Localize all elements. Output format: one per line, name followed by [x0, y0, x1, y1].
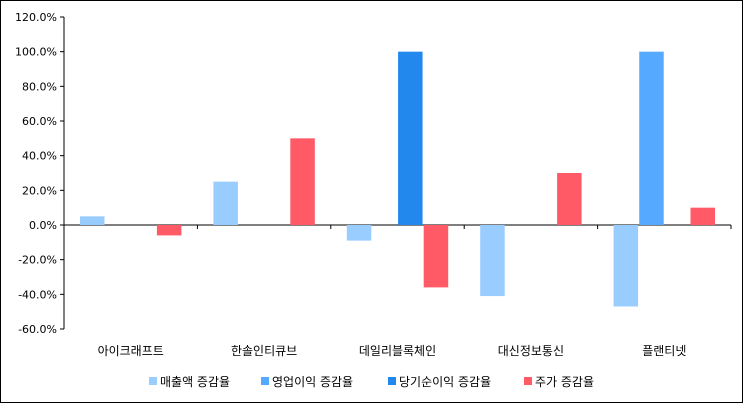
legend-label-0: 매출액 증감율 — [160, 375, 230, 389]
y-tick-label: -20.0% — [18, 254, 57, 267]
legend-swatch-2 — [388, 377, 396, 385]
y-tick-label: 60.0% — [22, 115, 57, 128]
bar-3-0 — [156, 225, 182, 236]
bar-0-0 — [80, 216, 105, 225]
y-tick-label: 20.0% — [22, 184, 57, 197]
x-category-label: 플랜티넷 — [642, 344, 686, 358]
y-tick-label: 40.0% — [22, 150, 57, 163]
y-tick-label: 80.0% — [22, 80, 57, 93]
y-tick-label: 0.0% — [29, 219, 57, 232]
y-tick-label: -40.0% — [18, 288, 57, 301]
y-tick-label: 120.0% — [15, 11, 57, 24]
bar-1-4 — [639, 51, 664, 225]
bar-0-3 — [480, 225, 505, 297]
legend-swatch-1 — [261, 377, 269, 385]
bar-3-4 — [690, 207, 715, 225]
x-category-label: 데일리블록체인 — [359, 344, 436, 358]
y-tick-label: 100.0% — [15, 46, 57, 59]
legend-label-2: 당기순이익 증감율 — [399, 375, 491, 389]
legend-label-1: 영업이익 증감율 — [272, 375, 353, 389]
y-tick-label: -60.0% — [18, 323, 57, 336]
bar-3-3 — [557, 173, 582, 225]
bar-0-1 — [213, 181, 238, 225]
legend-swatch-0 — [149, 377, 157, 385]
bar-2-2 — [398, 51, 423, 225]
bar-0-4 — [613, 225, 639, 307]
x-category-label: 아이크래프트 — [98, 344, 164, 358]
bar-3-1 — [290, 138, 315, 225]
legend-swatch-3 — [524, 377, 532, 385]
x-category-label: 한솔인티큐브 — [231, 344, 297, 358]
legend-label-3: 주가 증감율 — [535, 375, 594, 389]
bar-3-2 — [423, 225, 449, 288]
bar-0-2 — [346, 225, 372, 241]
x-category-label: 대신정보통신 — [498, 344, 564, 358]
